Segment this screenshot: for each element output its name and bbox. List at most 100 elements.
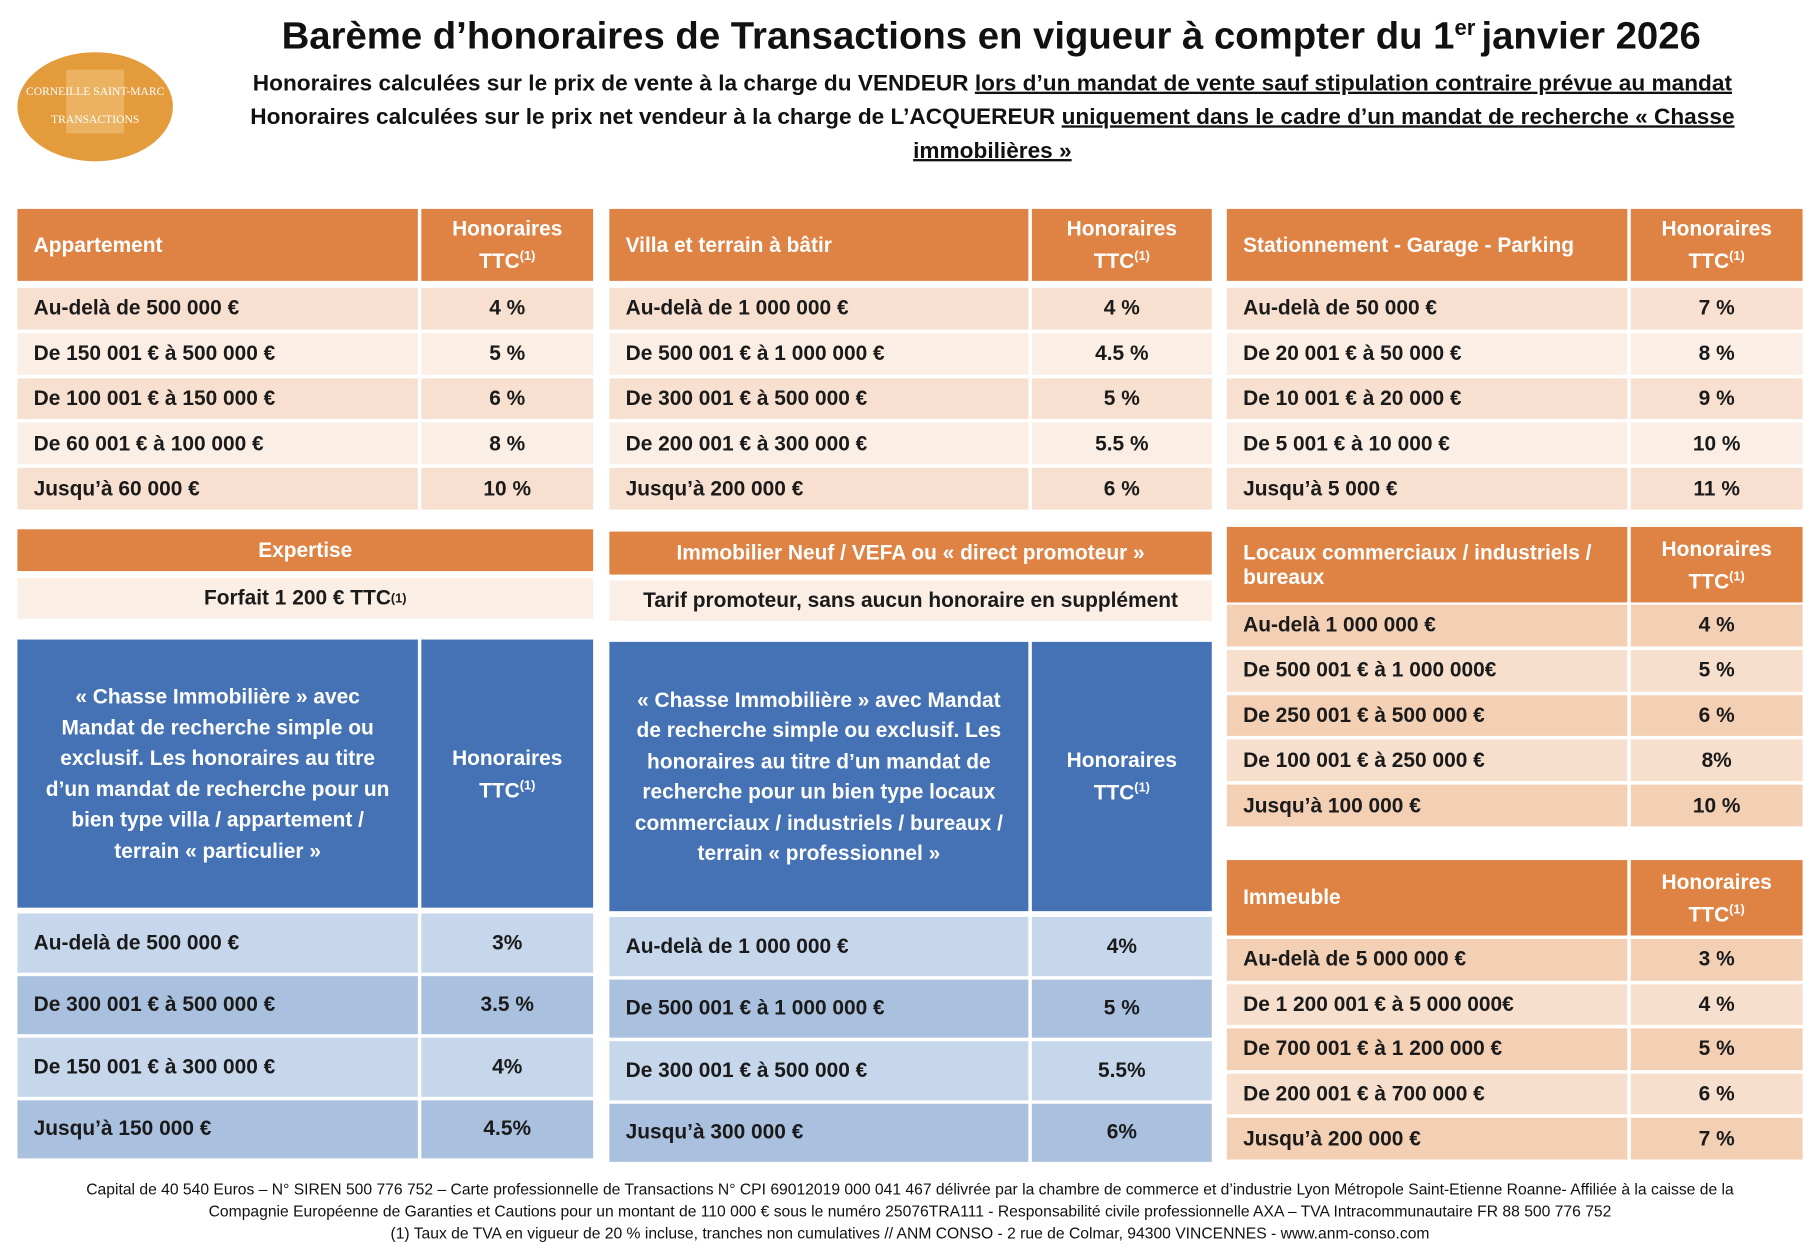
subtitle-line: Honoraires calculées sur le prix net ven…: [186, 101, 1799, 168]
row-label: Au-delà de 500 000 €: [17, 287, 418, 330]
range: De 150 001 € à 500 000 €: [33, 341, 276, 365]
range: Au-delà de 500 000 €: [33, 296, 240, 320]
fee: 4.5%: [483, 1116, 532, 1141]
row-label: Jusqu’à 200 000 €: [1226, 1118, 1628, 1160]
row-fee: 8 %: [421, 422, 594, 465]
range: Au-delà de 1 000 000 €: [625, 296, 849, 320]
title-text: Stationnement - Garage - Parking: [1243, 232, 1574, 256]
row-label: De 300 001 € à 500 000 €: [609, 1041, 1029, 1100]
table-title: Locaux commerciaux / industriels / burea…: [1226, 526, 1628, 603]
fee: 10 %: [1692, 431, 1741, 455]
fee: 6 %: [1698, 703, 1735, 727]
underlined-text: lors d’un mandat de vente sauf stipulati…: [974, 70, 1733, 97]
head-text: Honoraires TTC(1): [443, 215, 571, 275]
head-label: Honoraires TTC: [1066, 217, 1177, 273]
range: Jusqu’à 200 000 €: [625, 476, 804, 500]
fee: 6 %: [1103, 476, 1140, 500]
row-fee: 10 %: [1630, 784, 1803, 827]
head-sup: (1): [1729, 569, 1745, 584]
row-fee: 6 %: [421, 377, 594, 420]
row-label: De 200 001 € à 300 000 €: [609, 422, 1029, 465]
range: De 500 001 € à 1 000 000 €: [625, 996, 885, 1020]
fee: 3%: [492, 930, 523, 954]
table-head: Honoraires TTC(1): [1630, 526, 1803, 603]
title: Barème d’honoraires de Transactions en v…: [162, 14, 1819, 58]
row-label: De 100 001 € à 150 000 €: [17, 377, 418, 420]
table-title: Expertise: [17, 529, 594, 572]
row-fee: 8%: [1630, 739, 1803, 782]
fee: 4.5 %: [1095, 341, 1149, 365]
title-text: « Chasse Immobilière » avec Mandat de re…: [45, 684, 390, 862]
row-fee: 7 %: [1630, 1118, 1803, 1160]
head-text: Honoraires TTC(1): [1653, 215, 1781, 275]
fee: 4%: [1106, 934, 1137, 958]
text: Honoraires calculées sur le prix net ven…: [250, 104, 1056, 130]
range: Jusqu’à 100 000 €: [1243, 793, 1421, 817]
range: De 10 001 € à 20 000 €: [1243, 386, 1462, 410]
row-label: De 150 001 € à 500 000 €: [17, 332, 418, 375]
row-fee: 5 %: [421, 332, 594, 375]
logo: CORNEILLE SAINT-MARC TRANSACTIONS: [17, 52, 173, 162]
title-text: Villa et terrain à bâtir: [625, 232, 832, 256]
row-fee: 6 %: [1630, 1073, 1803, 1115]
table-head: Honoraires TTC(1): [421, 208, 594, 281]
row-label: De 150 001 € à 300 000 €: [17, 1037, 418, 1097]
row-fee: 5.5%: [1031, 1041, 1212, 1100]
logo-text: TRANSACTIONS: [51, 113, 139, 126]
fee: 6%: [1106, 1120, 1137, 1144]
row-fee: 6 %: [1031, 467, 1212, 510]
range: De 300 001 € à 500 000 €: [625, 1058, 868, 1082]
row-fee: 3 %: [1630, 939, 1803, 981]
row-label: Jusqu’à 60 000 €: [17, 467, 418, 510]
range: De 60 001 € à 100 000 €: [33, 431, 264, 455]
range: Jusqu’à 300 000 €: [625, 1120, 804, 1144]
fee: 8 %: [489, 431, 526, 455]
head-text: Honoraires TTC(1): [1058, 746, 1186, 806]
fee: 5 %: [1698, 658, 1735, 682]
row-label: De 300 001 € à 500 000 €: [17, 975, 418, 1035]
row-label: Jusqu’à 200 000 €: [609, 467, 1029, 510]
range: De 300 001 € à 500 000 €: [625, 386, 868, 410]
table-title: Villa et terrain à bâtir: [609, 208, 1029, 281]
row-label: Jusqu’à 5 000 €: [1226, 467, 1628, 510]
row-label: De 250 001 € à 500 000 €: [1226, 694, 1628, 737]
table-title: Immeuble: [1226, 860, 1628, 936]
head-sup: (1): [1134, 249, 1150, 264]
fee: 5 %: [1698, 1037, 1735, 1061]
row-fee: 5.5 %: [1031, 422, 1212, 465]
head-text: Honoraires TTC(1): [1058, 215, 1186, 275]
head-sup: (1): [519, 249, 536, 264]
title-text: « Chasse Immobilière » avec Mandat de re…: [634, 687, 1003, 865]
row-label: De 100 001 € à 250 000 €: [1226, 739, 1628, 782]
fee: 8 %: [1698, 341, 1735, 365]
row-fee: 4 %: [1630, 983, 1803, 1026]
row-fee: 4 %: [1630, 604, 1803, 647]
range: Au-delà de 500 000 €: [33, 930, 240, 954]
head-sup: (1): [1134, 781, 1150, 796]
row-fee: 4.5 %: [1031, 332, 1212, 375]
row-label: De 20 001 € à 50 000 €: [1226, 332, 1628, 375]
fee: 7 %: [1698, 296, 1735, 320]
row-fee: 5 %: [1630, 649, 1803, 692]
head-label: Honoraires TTC: [1661, 536, 1772, 593]
row-label: Jusqu’à 100 000 €: [1226, 784, 1628, 827]
fee: 3.5 %: [480, 992, 534, 1016]
fee: 5.5 %: [1095, 431, 1149, 455]
row-text: Tarif promoteur, sans aucun honoraire en…: [643, 588, 1178, 612]
row-text: Forfait 1 200 € TTC: [203, 586, 391, 610]
row-fee: 5 %: [1031, 979, 1212, 1038]
title-sup: er: [1454, 16, 1476, 41]
text: Honoraires calculées sur le prix de vent…: [252, 70, 969, 97]
range: Jusqu’à 5 000 €: [1243, 476, 1398, 500]
fee: 8%: [1701, 748, 1732, 772]
row-label: De 10 001 € à 20 000 €: [1226, 377, 1628, 420]
fee: 5 %: [1103, 996, 1140, 1020]
row-label: Au-delà de 1 000 000 €: [609, 916, 1029, 976]
fee: 4 %: [1103, 296, 1140, 320]
row-label: De 700 001 € à 1 200 000 €: [1226, 1028, 1628, 1070]
fee: 3 %: [1698, 947, 1735, 971]
row-fee: 11 %: [1630, 467, 1803, 510]
head-label: Honoraires TTC: [1066, 748, 1177, 805]
row-label: De 500 001 € à 1 000 000 €: [609, 332, 1029, 375]
